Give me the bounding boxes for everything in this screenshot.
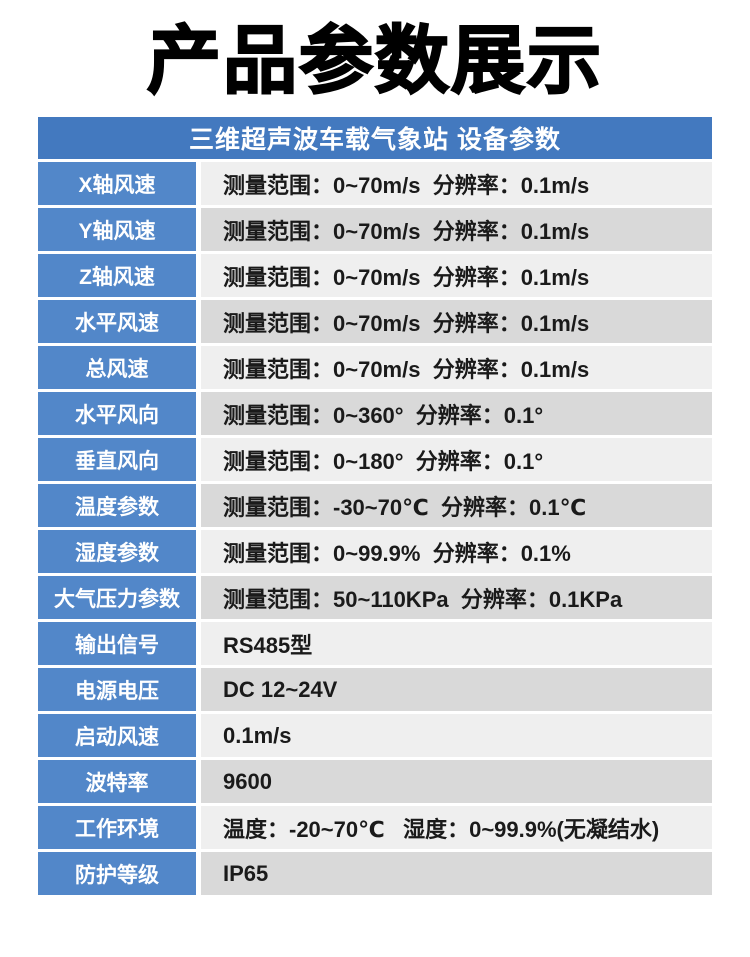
table-row: 水平风向 测量范围：0~360° 分辨率：0.1° — [38, 392, 712, 435]
row-label: 电源电压 — [38, 668, 196, 711]
row-label: 水平风向 — [38, 392, 196, 435]
table-row: 湿度参数 测量范围：0~99.9% 分辨率：0.1% — [38, 530, 712, 573]
table-row: 电源电压 DC 12~24V — [38, 668, 712, 711]
row-value: RS485型 — [201, 622, 712, 665]
table-row: 总风速 测量范围：0~70m/s 分辨率：0.1m/s — [38, 346, 712, 389]
row-label: 水平风速 — [38, 300, 196, 343]
row-label: 波特率 — [38, 760, 196, 803]
table-row: 垂直风向 测量范围：0~180° 分辨率：0.1° — [38, 438, 712, 481]
row-value: 测量范围：50~110KPa 分辨率：0.1KPa — [201, 576, 712, 619]
row-label: 湿度参数 — [38, 530, 196, 573]
spec-table: 三维超声波车载气象站 设备参数 X轴风速 测量范围：0~70m/s 分辨率：0.… — [38, 117, 712, 895]
table-row: Z轴风速 测量范围：0~70m/s 分辨率：0.1m/s — [38, 254, 712, 297]
row-label: 温度参数 — [38, 484, 196, 527]
row-label: X轴风速 — [38, 162, 196, 205]
row-value: 测量范围：0~180° 分辨率：0.1° — [201, 438, 712, 481]
row-label: 启动风速 — [38, 714, 196, 757]
spec-table-header: 三维超声波车载气象站 设备参数 — [38, 117, 712, 159]
row-label: Z轴风速 — [38, 254, 196, 297]
table-row: 输出信号 RS485型 — [38, 622, 712, 665]
row-value: 测量范围：0~360° 分辨率：0.1° — [201, 392, 712, 435]
table-row: 大气压力参数 测量范围：50~110KPa 分辨率：0.1KPa — [38, 576, 712, 619]
row-value: 测量范围：0~70m/s 分辨率：0.1m/s — [201, 346, 712, 389]
table-row: 温度参数 测量范围：-30~70℃ 分辨率：0.1℃ — [38, 484, 712, 527]
row-value: 9600 — [201, 760, 712, 803]
table-row: 工作环境 温度：-20~70℃ 湿度：0~99.9%(无凝结水) — [38, 806, 712, 849]
row-value: 0.1m/s — [201, 714, 712, 757]
table-row: 防护等级 IP65 — [38, 852, 712, 895]
row-value: 测量范围：0~70m/s 分辨率：0.1m/s — [201, 162, 712, 205]
row-label: 防护等级 — [38, 852, 196, 895]
row-label: Y轴风速 — [38, 208, 196, 251]
table-row: 启动风速 0.1m/s — [38, 714, 712, 757]
row-label: 大气压力参数 — [38, 576, 196, 619]
table-row: 水平风速 测量范围：0~70m/s 分辨率：0.1m/s — [38, 300, 712, 343]
row-label: 垂直风向 — [38, 438, 196, 481]
row-label: 输出信号 — [38, 622, 196, 665]
row-value: 测量范围：-30~70℃ 分辨率：0.1℃ — [201, 484, 712, 527]
page-title: 产品参数展示 — [146, 18, 603, 103]
row-value: IP65 — [201, 852, 712, 895]
row-label: 工作环境 — [38, 806, 196, 849]
row-label: 总风速 — [38, 346, 196, 389]
row-value: 测量范围：0~70m/s 分辨率：0.1m/s — [201, 208, 712, 251]
table-row: Y轴风速 测量范围：0~70m/s 分辨率：0.1m/s — [38, 208, 712, 251]
table-row: X轴风速 测量范围：0~70m/s 分辨率：0.1m/s — [38, 162, 712, 205]
product-spec-page: 产品参数展示 三维超声波车载气象站 设备参数 X轴风速 测量范围：0~70m/s… — [38, 18, 712, 895]
table-row: 波特率 9600 — [38, 760, 712, 803]
row-value: 测量范围：0~99.9% 分辨率：0.1% — [201, 530, 712, 573]
row-value: 测量范围：0~70m/s 分辨率：0.1m/s — [201, 300, 712, 343]
row-value: 测量范围：0~70m/s 分辨率：0.1m/s — [201, 254, 712, 297]
row-value: 温度：-20~70℃ 湿度：0~99.9%(无凝结水) — [201, 806, 712, 849]
row-value: DC 12~24V — [201, 668, 712, 711]
